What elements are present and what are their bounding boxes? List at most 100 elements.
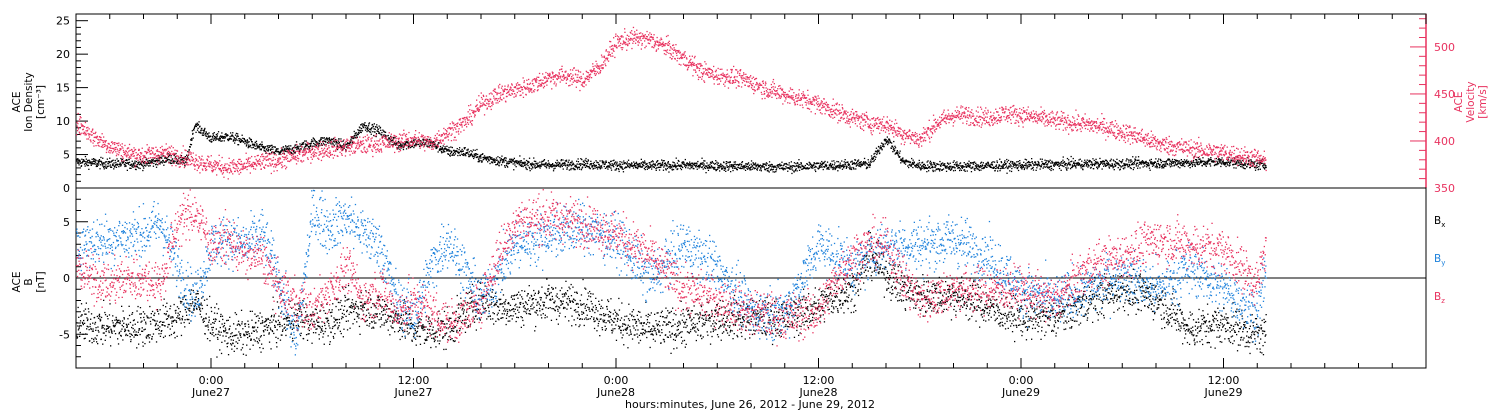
- velocity-point: [102, 146, 104, 148]
- ion-density-point: [606, 167, 608, 169]
- ion-density-point: [602, 160, 604, 162]
- ion-density-point: [351, 136, 353, 138]
- ion-density-point: [439, 145, 442, 148]
- velocity-point: [97, 144, 99, 146]
- ion-density-point: [984, 165, 987, 167]
- ion-density-point: [959, 169, 961, 172]
- velocity-point: [379, 138, 381, 140]
- ion-density-point: [361, 124, 363, 126]
- ion-density-point: [381, 131, 383, 134]
- ion-density-point: [918, 166, 920, 168]
- ion-density-point: [842, 164, 844, 166]
- ion-density-point: [503, 161, 505, 163]
- velocity-point: [167, 154, 169, 156]
- ion-density-point: [168, 159, 171, 161]
- ion-density-point: [1125, 163, 1128, 165]
- ion-density-point: [1174, 162, 1176, 164]
- velocity-point: [168, 152, 171, 154]
- ion-density-point: [990, 165, 992, 168]
- velocity-point: [337, 155, 339, 157]
- ion-density-point: [661, 164, 663, 167]
- velocity-point: [381, 136, 383, 138]
- ion-density-point: [145, 159, 147, 161]
- ion-density-point: [368, 130, 370, 132]
- ion-density-point: [338, 138, 340, 140]
- ion-density-point: [397, 148, 399, 150]
- ion-density-point: [501, 155, 503, 157]
- ion-density-point: [1051, 160, 1053, 162]
- ion-density-point: [259, 145, 261, 148]
- ion-density-point: [145, 162, 148, 164]
- ion-density-point: [1227, 158, 1230, 160]
- ion-density-point: [674, 166, 676, 168]
- velocity-point: [78, 126, 80, 129]
- ion-density-point: [196, 123, 198, 125]
- ion-density-point: [81, 162, 84, 164]
- velocity-point: [383, 135, 385, 137]
- ion-density-point: [629, 164, 631, 166]
- ion-density-point: [754, 167, 756, 169]
- velocity-point: [328, 147, 330, 149]
- ion-density-point: [703, 167, 706, 169]
- ion-density-point: [1028, 163, 1030, 165]
- ion-density-point: [1177, 163, 1179, 165]
- ion-density-point: [253, 145, 255, 147]
- ion-density-point: [1035, 163, 1037, 165]
- ion-density-point: [621, 166, 623, 168]
- ion-density-point: [1111, 164, 1114, 166]
- velocity-point: [133, 155, 135, 157]
- ion-density-point: [312, 145, 314, 147]
- ion-density-point: [758, 166, 761, 168]
- velocity-point: [273, 166, 275, 168]
- ion-density-point: [88, 159, 90, 161]
- ion-density-point: [218, 139, 220, 142]
- ion-density-point: [1178, 162, 1180, 164]
- ion-density-point: [1137, 165, 1139, 167]
- ion-density-point: [1007, 167, 1009, 170]
- ion-density-point: [154, 160, 156, 162]
- ion-density-point: [350, 142, 352, 144]
- ion-density-point: [227, 139, 230, 142]
- ion-density-point: [1078, 163, 1080, 165]
- ion-density-point: [285, 146, 287, 148]
- velocity-point: [330, 140, 333, 143]
- ion-density-point: [912, 159, 914, 161]
- velocity-point: [236, 164, 238, 166]
- ion-density-point: [1197, 161, 1199, 163]
- ion-density-point: [681, 165, 683, 168]
- ion-density-point: [449, 149, 451, 152]
- ion-density-point: [1022, 165, 1025, 168]
- velocity-point: [246, 162, 248, 164]
- ion-density-point: [382, 134, 385, 136]
- velocity-point: [302, 155, 304, 157]
- velocity-point: [127, 147, 130, 149]
- velocity-point: [209, 161, 211, 163]
- velocity-point: [292, 149, 294, 152]
- ion-density-point: [1198, 161, 1200, 163]
- velocity-point: [91, 134, 93, 136]
- ion-density-point: [1216, 163, 1218, 165]
- ion-density-point: [156, 159, 158, 162]
- ion-density-point: [347, 142, 349, 144]
- ion-density-point: [205, 135, 207, 137]
- velocity-point: [220, 169, 223, 172]
- ion-density-point: [1069, 168, 1072, 170]
- ion-density-point: [838, 165, 840, 167]
- velocity-point: [149, 150, 151, 152]
- ion-density-point: [287, 145, 289, 148]
- velocity-point: [115, 146, 117, 149]
- ion-density-point: [650, 161, 652, 163]
- ion-density-point: [572, 167, 575, 169]
- velocity-point: [187, 151, 190, 154]
- velocity-point: [80, 123, 82, 125]
- ion-density-point: [628, 163, 630, 165]
- ion-density-point: [227, 138, 229, 140]
- ion-density-point: [607, 161, 610, 164]
- ion-density-point: [892, 149, 895, 151]
- ion-density-point: [240, 138, 242, 140]
- ion-density-point: [538, 164, 541, 166]
- ion-density-point: [1055, 163, 1058, 165]
- ion-density-point: [326, 137, 328, 139]
- velocity-point: [152, 152, 154, 154]
- ion-density-point: [223, 136, 226, 138]
